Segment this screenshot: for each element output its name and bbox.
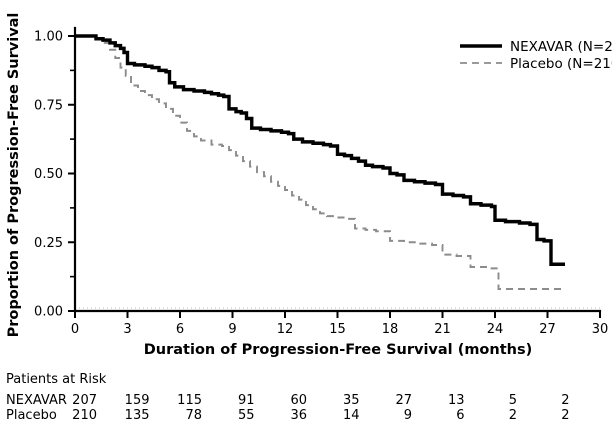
y-axis-title: Proportion of Progression-Free Survival [6, 13, 22, 338]
y-tick-label: 0.00 [34, 305, 63, 320]
x-tick-label: 21 [434, 322, 451, 337]
y-tick-label: 0.75 [34, 98, 63, 113]
x-tick-label: 15 [329, 322, 346, 337]
y-tick-label: 0.50 [34, 167, 63, 182]
axes-layer [68, 26, 602, 318]
risk-cell: 55 [238, 408, 255, 423]
risk-cell: 91 [238, 393, 255, 408]
risk-cell: 9 [404, 408, 412, 423]
chart-legend: NEXAVAR (N=207) Placebo (N=210) [460, 39, 612, 72]
risk-cell: 27 [395, 393, 412, 408]
risk-cell: 35 [343, 393, 360, 408]
x-tick-label: 0 [71, 322, 79, 337]
x-tick-label: 27 [539, 322, 556, 337]
y-tick-label: 1.00 [34, 30, 63, 45]
survival-curve-placebo [75, 35, 565, 290]
risk-cell: 2 [561, 393, 569, 408]
risk-cell: 60 [290, 393, 307, 408]
curves-layer [75, 34, 565, 290]
x-tick-label: 6 [176, 322, 184, 337]
risk-cell: 115 [177, 393, 202, 408]
x-tick-label: 18 [382, 322, 399, 337]
risk-cell: 159 [125, 393, 150, 408]
risk-cell: 207 [72, 393, 97, 408]
x-tick-label: 12 [277, 322, 294, 337]
risk-cell: 135 [125, 408, 150, 423]
x-tick-label: 3 [123, 322, 131, 337]
tick-labels-layer: 0.00 0.25 0.50 0.75 1.00 0 3 6 9 12 15 18 21 24 27 30 [34, 30, 608, 338]
risk-cell: 210 [72, 408, 97, 423]
patients-at-risk-table: Patients at Risk NEXAVAR 207 159 115 91 60 35 2… [6, 372, 570, 423]
risk-cell: 6 [456, 408, 464, 423]
risk-cell: 2 [509, 408, 517, 423]
risk-row-label: Placebo [6, 408, 57, 423]
risk-cell: 14 [343, 408, 360, 423]
survival-curve-nexavar [75, 34, 565, 266]
risk-cell: 5 [509, 393, 517, 408]
x-tick-label: 9 [228, 322, 236, 337]
risk-cell: 2 [561, 408, 569, 423]
x-tick-label: 30 [592, 322, 609, 337]
x-tick-label: 24 [487, 322, 504, 337]
risk-row-label: NEXAVAR [6, 393, 67, 408]
risk-cell: 13 [448, 393, 465, 408]
y-tick-label: 0.25 [34, 236, 63, 251]
legend-label-placebo: Placebo (N=210) [510, 56, 612, 72]
risk-table-heading: Patients at Risk [6, 372, 107, 387]
legend-label-nexavar: NEXAVAR (N=207) [510, 39, 612, 55]
risk-cell: 78 [185, 408, 202, 423]
x-axis-title: Duration of Progression-Free Survival (m… [144, 342, 532, 358]
risk-cell: 36 [290, 408, 307, 423]
